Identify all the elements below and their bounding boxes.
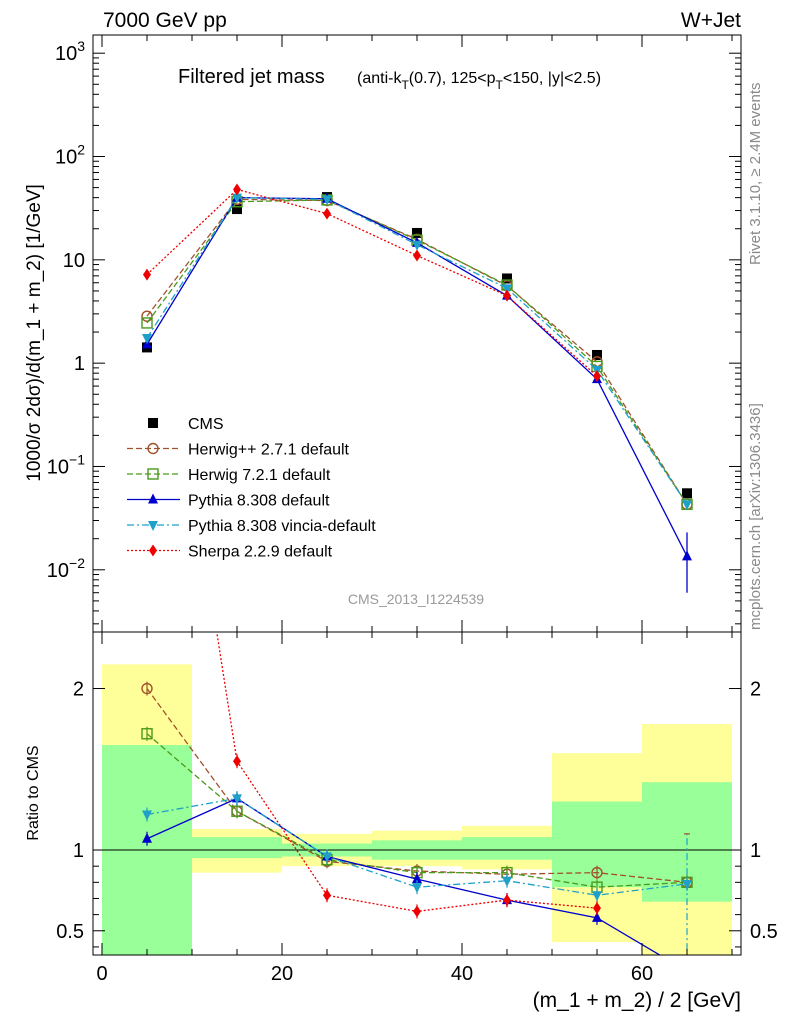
main-data-point (232, 204, 242, 215)
main-data-point (412, 227, 422, 238)
ratio-series-group (141, 182, 693, 975)
ratio-y-tick-label-right: 0.5 (750, 921, 778, 943)
ratio-x-tick-label: 0 (96, 963, 107, 985)
ratio-data-point (502, 876, 512, 887)
ratio-panel: 0 20 40 60 0.5 0.5 1 1 2 2 Ratio to CMS (m_1 + m_… (25, 182, 778, 1012)
legend-marker (147, 468, 159, 480)
ratio-data-point (412, 883, 422, 894)
ratio-data-point (592, 891, 602, 902)
ratio-data-point (142, 810, 152, 821)
ratio-data-point (682, 965, 692, 975)
ratio-data-point (593, 902, 601, 915)
main-y-tick-label: 103 (55, 38, 85, 65)
main-y-tick-label: 10 (63, 250, 85, 272)
main-panel-frame (92, 34, 742, 633)
main-y-tick-label: 10−2 (47, 555, 85, 582)
ratio-data-point (591, 866, 603, 879)
ratio-data-point (141, 728, 153, 740)
main-y-tick-label: 102 (55, 142, 85, 169)
ratio-y-tick-label-left: 0.5 (56, 921, 84, 943)
ratio-y-tick-label-right: 1 (750, 840, 761, 862)
main-data-point (323, 207, 331, 220)
ratio-stat-uncertainty-band (462, 837, 552, 860)
energy-label: 7000 GeV pp (103, 9, 227, 32)
main-data-point (143, 268, 151, 281)
main-data-point (412, 240, 422, 251)
ratio-data-point (143, 182, 151, 194)
main-data-point (682, 500, 692, 511)
ratio-y-tick-label-right: 2 (750, 679, 761, 701)
ratio-data-point (322, 852, 332, 863)
main-data-point (413, 249, 421, 262)
ratio-data-point (413, 905, 421, 918)
plot-title-main: Filtered jet mass (178, 66, 325, 88)
ratio-x-tick-label: 20 (271, 963, 293, 985)
main-data-point (592, 349, 602, 360)
ratio-y-tick-label-left: 2 (73, 679, 84, 701)
main-data-point (502, 284, 512, 295)
main-y-tick-label: 10−1 (47, 451, 85, 478)
legend-label: Pythia 8.308 default (188, 493, 330, 510)
main-data-point (141, 310, 153, 322)
legend-label: Pythia 8.308 vincia-default (188, 518, 376, 535)
legend: CMS Herwig++ 2.7.1 default Herwig 7.2.1 de… (127, 416, 376, 561)
legend-marker (148, 493, 158, 504)
ratio-data-point (231, 805, 243, 817)
ratio-data-point (141, 682, 153, 695)
main-y-axis-label: 1000/σ 2dσ)/d(m_1 + m_2) [1/GeV] (24, 184, 45, 482)
ratio-y-axis-label: Ratio to CMS (25, 745, 42, 840)
legend-marker (147, 442, 159, 455)
ratio-x-tick-label: 40 (451, 963, 473, 985)
legend-marker (148, 521, 158, 531)
process-label: W+Jet (681, 9, 741, 32)
ratio-data-point (592, 911, 602, 922)
ratio-data-point (503, 894, 511, 907)
legend-label: Herwig++ 2.7.1 default (188, 442, 350, 459)
main-series-line (146, 188, 598, 377)
ratio-data-point (142, 832, 152, 843)
main-data-point (502, 273, 512, 284)
mcplots-reference-label: mcplots.cern.ch [arXiv:1306.3436] (747, 403, 764, 630)
legend-marker (148, 418, 158, 428)
ratio-x-tick-label: 60 (631, 963, 653, 985)
main-data-point (682, 550, 692, 561)
ratio-data-point (323, 889, 331, 902)
main-panel: 10−2 10−1 1 10 102 103 1000/σ 2dσ)/d(m_1 + m_… (24, 34, 742, 633)
main-data-point (233, 183, 241, 196)
ratio-data-point (233, 755, 241, 768)
main-data-point (232, 193, 242, 204)
ratio-data-point (232, 794, 242, 805)
main-data-point (682, 488, 692, 499)
x-axis-label: (m_1 + m_2) / 2 [GeV] (533, 989, 741, 1012)
rivet-version-label: Rivet 3.1.10, ≥ 2.4M events (747, 83, 764, 266)
legend-marker (149, 544, 157, 557)
main-data-point (593, 370, 601, 383)
main-y-tick-label: 1 (74, 353, 85, 375)
ratio-y-tick-label-left: 1 (73, 840, 84, 862)
main-data-point (141, 317, 153, 329)
legend-label: Herwig 7.2.1 default (188, 467, 331, 484)
analysis-id-label: CMS_2013_I1224539 (348, 591, 484, 607)
plot-title-cuts: (anti-kT(0.7), 125<pT<150, |y|<2.5) (357, 70, 601, 92)
main-data-point (142, 334, 152, 345)
ratio-data-point (412, 873, 422, 884)
ratio-stat-uncertainty-band (192, 837, 282, 859)
main-data-point (503, 289, 511, 302)
legend-label: Sherpa 2.2.9 default (188, 544, 333, 561)
main-data-point (322, 195, 332, 206)
legend-label: CMS (188, 416, 224, 433)
